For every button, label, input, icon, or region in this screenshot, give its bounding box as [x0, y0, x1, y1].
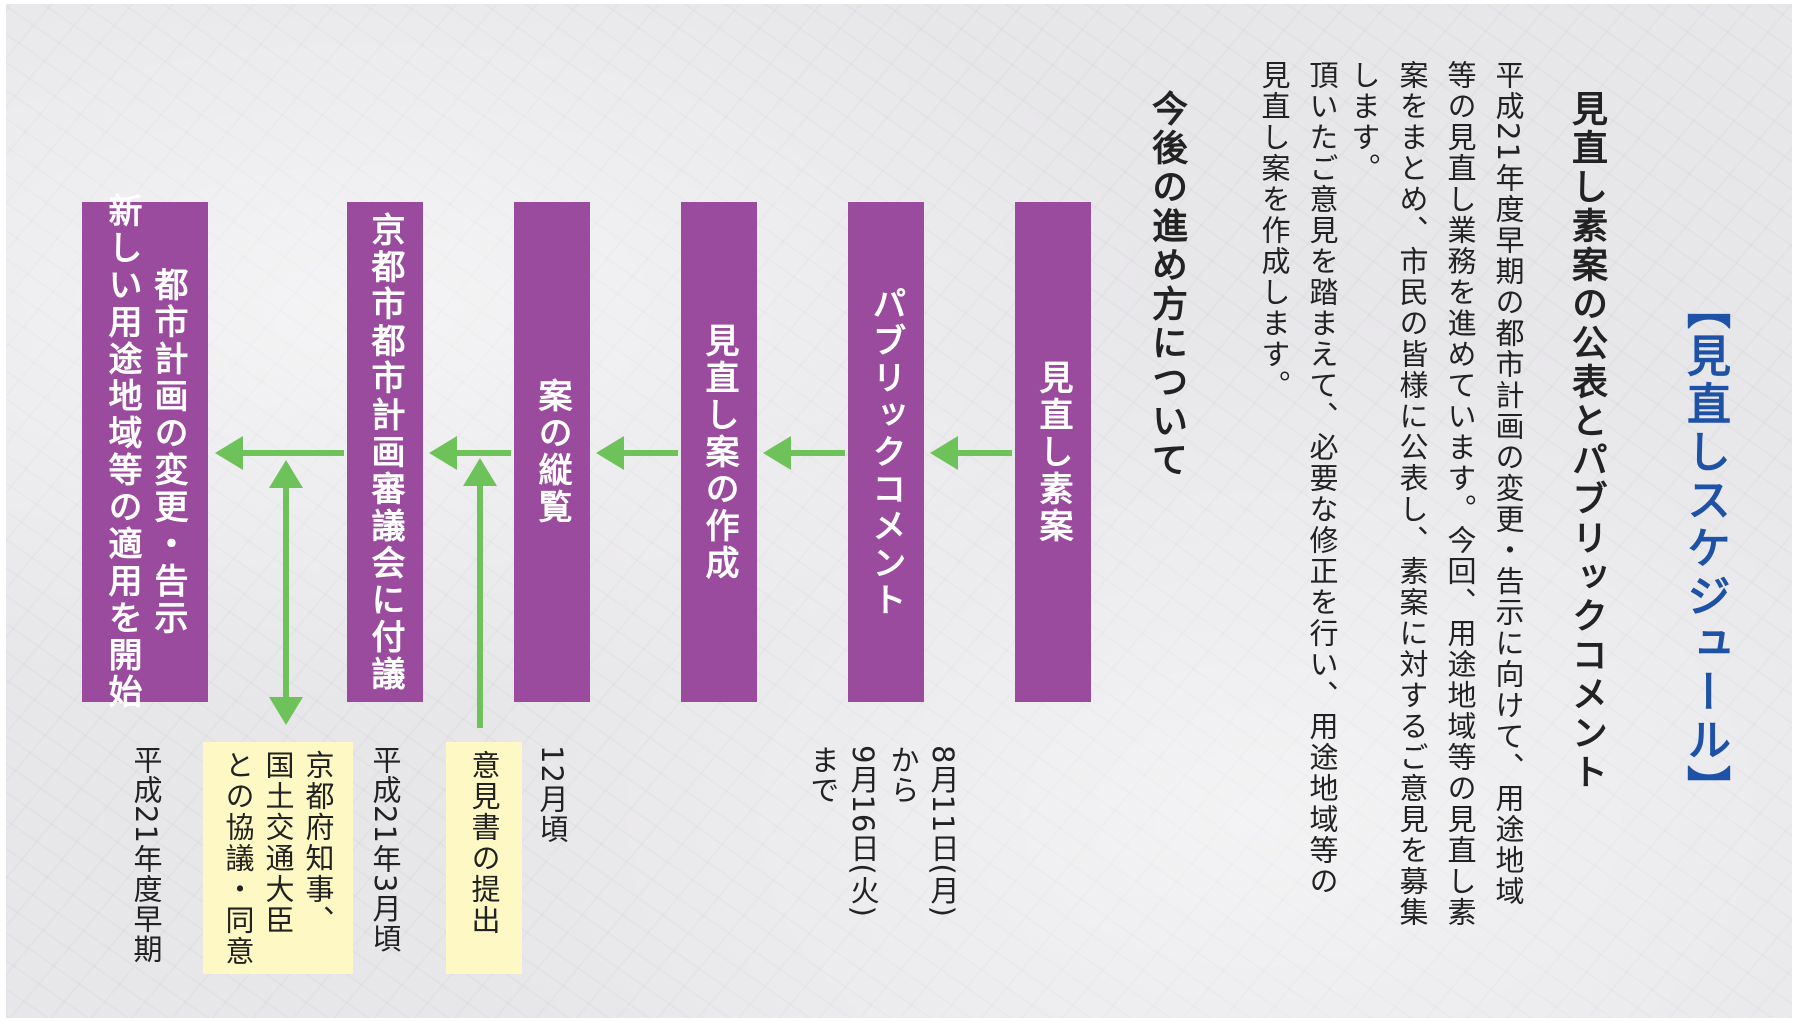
arrow-head-left — [215, 436, 243, 470]
arrow-head-up — [269, 460, 303, 488]
period-line: から — [886, 745, 920, 805]
stage-final-notification: 都市計画の変更・告示 新しい用途地域等の適用を開始 — [82, 193, 208, 711]
stage-label: 案の縦覧 — [532, 378, 572, 526]
arrow-head-left — [763, 436, 791, 470]
arrow-head-left — [596, 436, 624, 470]
outro-line: 頂いたご意見を踏まえて、必要な修正を行い、用途地域等の — [1305, 60, 1339, 897]
period-line: 8月11日(月) — [926, 745, 960, 918]
public-comment-period: 8月11日(月) から 9月16日(火) まで — [805, 745, 961, 918]
stage-inspection: 案の縦覧 — [514, 202, 590, 702]
arrow-head-left — [429, 436, 457, 470]
intro-paragraph: 平成21年度早期の都市計画の変更・告示に向けて、用途地域 等の見直し業務を進めて… — [1340, 60, 1532, 990]
intro-line: します。 — [1347, 60, 1381, 184]
section-title: 見直し素案の公表とパブリックコメント — [1566, 90, 1607, 792]
stage-council-referral: 京都市都市計画審議会に付議 — [347, 202, 423, 702]
consultation-line: 京都府知事、 — [301, 750, 335, 936]
council-time: 平成21年3月頃 — [368, 745, 402, 954]
consultation-line: 国土交通大臣 — [261, 750, 295, 936]
final-time: 平成21年度早期 — [129, 745, 163, 964]
outro-paragraph: 頂いたご意見を踏まえて、必要な修正を行い、用途地域等の 見直し案を作成します。 — [1250, 60, 1346, 897]
intro-line: 等の見直し業務を進めています。今回、用途地域等の見直し素 — [1443, 60, 1477, 928]
stage-label: パブリックコメント — [866, 285, 906, 619]
inspection-time: 12月頃 — [535, 745, 569, 844]
stage-label: 京都市都市計画審議会に付議 — [365, 211, 405, 693]
period-line: 9月16日(火) — [846, 745, 880, 918]
intro-line: 平成21年度早期の都市計画の変更・告示に向けて、用途地域 — [1491, 60, 1525, 907]
stage-label: 新しい用途地域等の適用を開始 — [102, 193, 142, 711]
consultation-line: との協議・同意 — [221, 750, 255, 967]
stage-revision-draft: 見直し案の作成 — [681, 202, 757, 702]
opinion-submission-label: 意見書の提出 — [467, 750, 501, 936]
intro-line: 案をまとめ、市民の皆様に公表し、素案に対するご意見を募集 — [1395, 60, 1429, 928]
consultation-box: 京都府知事、 国土交通大臣 との協議・同意 — [203, 742, 353, 974]
schedule-heading: 【見直しスケジュール】 — [1679, 285, 1730, 813]
next-steps-title: 今後の進め方について — [1146, 90, 1187, 480]
opinion-submission-box: 意見書の提出 — [446, 742, 522, 974]
outro-line: 見直し案を作成します。 — [1257, 60, 1291, 401]
arrow-head-left — [930, 436, 958, 470]
arrow-head-down — [269, 697, 303, 725]
stage-label: 見直し案の作成 — [699, 322, 739, 582]
stage-public-comment: パブリックコメント — [848, 202, 924, 702]
stage-label: 見直し素案 — [1033, 359, 1073, 545]
period-line: まで — [806, 745, 840, 805]
stage-label: 都市計画の変更・告示 — [148, 267, 188, 637]
stage-draft: 見直し素案 — [1015, 202, 1091, 702]
arrow-head-up — [463, 458, 497, 486]
